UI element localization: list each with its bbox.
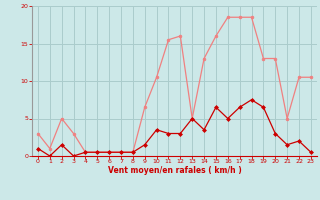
X-axis label: Vent moyen/en rafales ( km/h ): Vent moyen/en rafales ( km/h ) xyxy=(108,166,241,175)
